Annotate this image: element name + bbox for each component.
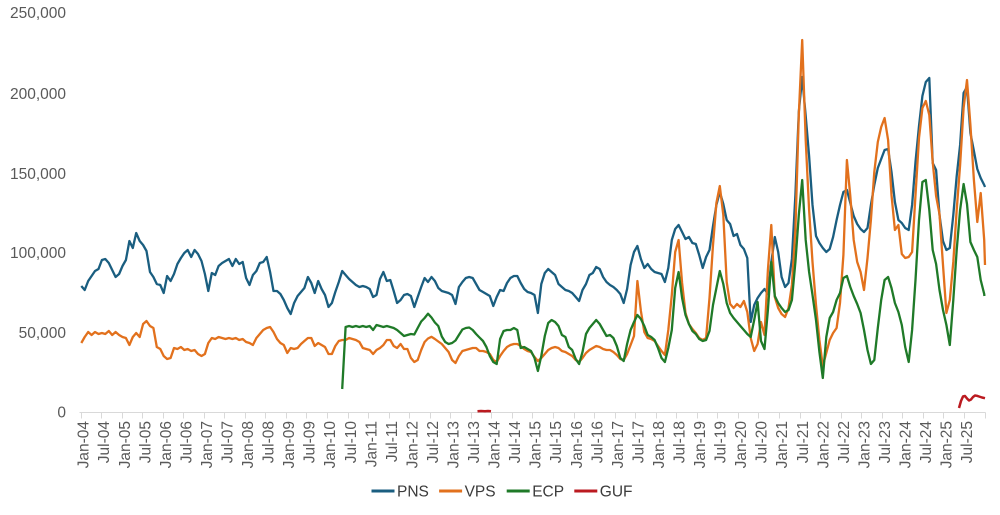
svg-text:Jan-12: Jan-12 [404, 421, 421, 468]
svg-text:ECP: ECP [532, 484, 564, 501]
svg-text:Jul-17: Jul-17 [630, 421, 647, 463]
svg-text:Jan-10: Jan-10 [322, 421, 339, 469]
svg-text:200,000: 200,000 [10, 86, 66, 103]
svg-text:Jan-11: Jan-11 [363, 421, 380, 467]
svg-text:Jul-11: Jul-11 [384, 421, 401, 462]
svg-text:Jan-14: Jan-14 [487, 421, 504, 469]
svg-text:Jul-10: Jul-10 [343, 421, 360, 464]
svg-text:Jul-23: Jul-23 [877, 421, 894, 463]
svg-text:Jul-07: Jul-07 [220, 421, 237, 463]
svg-text:Jan-08: Jan-08 [240, 421, 257, 468]
svg-text:Jan-06: Jan-06 [158, 421, 175, 468]
svg-text:Jan-25: Jan-25 [939, 421, 956, 468]
svg-text:Jan-22: Jan-22 [815, 421, 832, 468]
svg-text:Jul-19: Jul-19 [713, 421, 730, 463]
svg-text:Jan-17: Jan-17 [610, 421, 627, 468]
svg-text:100,000: 100,000 [10, 245, 66, 262]
svg-text:Jul-20: Jul-20 [754, 421, 771, 464]
svg-text:Jan-05: Jan-05 [117, 421, 134, 468]
svg-text:Jul-06: Jul-06 [178, 421, 195, 463]
svg-text:Jul-14: Jul-14 [507, 421, 524, 464]
svg-text:VPS: VPS [465, 484, 496, 501]
svg-text:150,000: 150,000 [10, 166, 66, 183]
svg-text:250,000: 250,000 [10, 5, 66, 22]
svg-text:Jan-24: Jan-24 [898, 421, 915, 469]
svg-text:Jul-21: Jul-21 [795, 421, 812, 463]
svg-text:50,000: 50,000 [19, 325, 67, 342]
svg-text:Jul-18: Jul-18 [672, 421, 689, 463]
svg-text:Jul-09: Jul-09 [302, 421, 319, 463]
svg-text:Jul-24: Jul-24 [918, 421, 935, 464]
svg-text:Jan-04: Jan-04 [76, 421, 93, 469]
svg-text:Jan-19: Jan-19 [692, 421, 709, 468]
svg-text:Jan-07: Jan-07 [199, 421, 216, 468]
svg-text:Jul-15: Jul-15 [548, 421, 565, 463]
svg-text:Jul-13: Jul-13 [466, 421, 483, 463]
svg-text:Jan-18: Jan-18 [651, 421, 668, 468]
svg-text:Jan-23: Jan-23 [856, 421, 873, 468]
svg-text:Jan-21: Jan-21 [774, 421, 791, 468]
svg-text:Jul-22: Jul-22 [836, 421, 853, 463]
svg-text:Jul-16: Jul-16 [589, 421, 606, 463]
svg-text:Jul-12: Jul-12 [425, 421, 442, 463]
svg-text:Jul-08: Jul-08 [261, 421, 278, 463]
svg-text:Jan-15: Jan-15 [528, 421, 545, 468]
svg-text:GUF: GUF [600, 484, 633, 501]
svg-text:Jul-05: Jul-05 [137, 421, 154, 463]
svg-text:Jan-16: Jan-16 [569, 421, 586, 468]
svg-text:PNS: PNS [397, 484, 429, 501]
svg-text:Jan-09: Jan-09 [281, 421, 298, 468]
svg-text:0: 0 [57, 405, 66, 422]
svg-text:Jan-20: Jan-20 [733, 421, 750, 469]
svg-text:Jul-25: Jul-25 [959, 421, 976, 463]
svg-text:Jul-04: Jul-04 [96, 421, 113, 464]
svg-text:Jan-13: Jan-13 [446, 421, 463, 468]
